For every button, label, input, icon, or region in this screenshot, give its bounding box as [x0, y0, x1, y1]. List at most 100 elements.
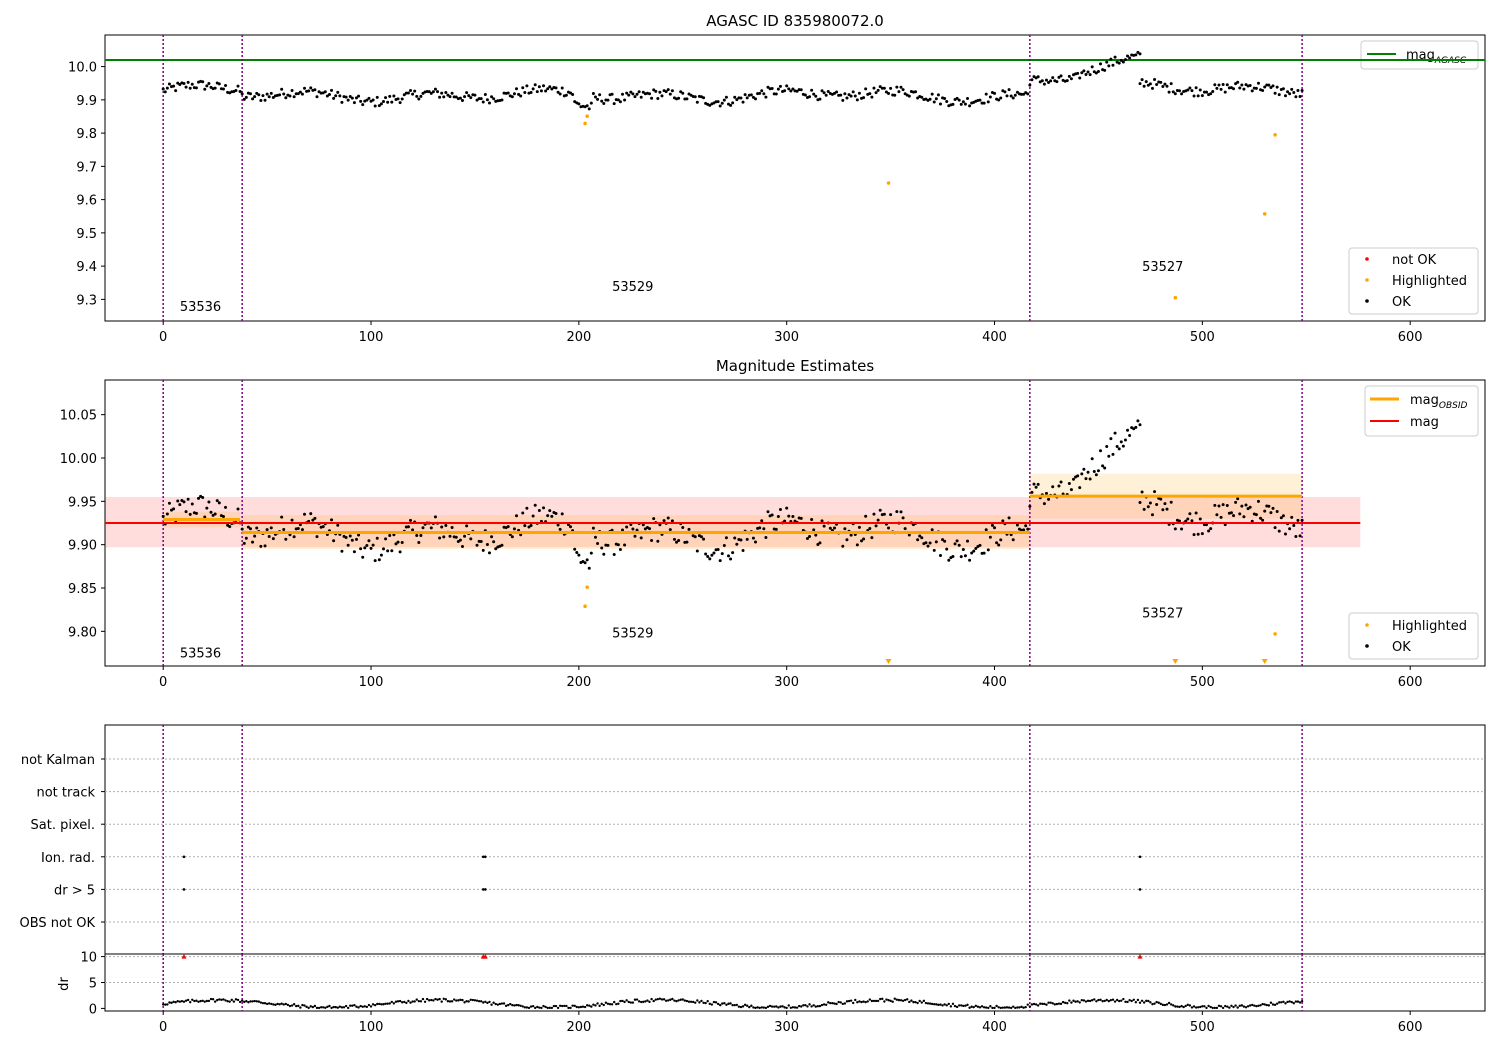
- ok-point: [384, 537, 388, 541]
- ok-point: [278, 93, 282, 97]
- ok-point: [1146, 505, 1150, 509]
- ok-point: [309, 86, 313, 90]
- ok-point: [381, 99, 385, 103]
- dr-point: [745, 1004, 749, 1007]
- ok-point: [1294, 534, 1298, 538]
- ok-point: [396, 540, 400, 544]
- legend-status: Highlighted OK: [1348, 612, 1479, 660]
- ok-point: [812, 92, 816, 96]
- dr-point: [238, 1000, 242, 1004]
- dr-point: [502, 1002, 506, 1005]
- ok-point: [938, 553, 942, 557]
- dr-point: [409, 1001, 412, 1004]
- ok-point: [409, 89, 413, 93]
- ok-point: [571, 92, 575, 96]
- ok-point: [442, 95, 446, 99]
- ok-point: [440, 525, 444, 529]
- ok-point: [666, 88, 670, 92]
- ok-point: [760, 89, 764, 93]
- ok-point: [259, 544, 263, 548]
- flag-point: [182, 888, 186, 891]
- dr-point: [623, 1000, 626, 1004]
- dr-point: [1176, 1005, 1179, 1008]
- ok-point: [421, 526, 425, 530]
- dr-point: [326, 1005, 329, 1009]
- ok-point: [1186, 88, 1190, 92]
- dr-point: [346, 1006, 350, 1010]
- ok-point: [338, 94, 342, 98]
- dr-point: [1022, 1006, 1025, 1009]
- dr-point: [1263, 1003, 1266, 1006]
- ok-point: [1144, 80, 1148, 84]
- dr-point: [315, 1006, 319, 1010]
- dr-point: [943, 1003, 946, 1006]
- ok-point: [968, 104, 972, 108]
- dr-point: [754, 1006, 757, 1010]
- dr-point: [405, 1001, 408, 1005]
- dr-point: [236, 998, 240, 1002]
- dr-point: [1140, 999, 1144, 1002]
- ok-point: [1271, 506, 1275, 510]
- dr-point: [280, 1002, 283, 1005]
- dr-point: [1118, 999, 1121, 1003]
- dr-point: [874, 999, 878, 1003]
- dr-point: [484, 1000, 487, 1003]
- dr-point: [1167, 1001, 1171, 1005]
- dr-point: [243, 1000, 246, 1004]
- ok-point: [334, 94, 338, 98]
- ok-point: [824, 93, 828, 97]
- y-tick-label: 9.85: [68, 582, 97, 597]
- ok-point: [1078, 76, 1082, 80]
- panel-flags: not Kalman not track Sat. pixel. Ion. rad. d…: [20, 724, 1486, 955]
- ok-point: [224, 84, 228, 88]
- dr-point: [777, 1006, 780, 1009]
- ok-point: [1113, 431, 1117, 435]
- ok-point: [194, 86, 198, 90]
- ok-point: [799, 516, 803, 520]
- ok-point: [554, 86, 558, 90]
- ok-point: [1086, 470, 1090, 474]
- ok-point: [951, 554, 955, 558]
- dr-point: [827, 1001, 830, 1004]
- ok-point: [259, 99, 263, 103]
- ok-point: [1119, 58, 1123, 62]
- dr-point: [1203, 1005, 1206, 1008]
- ok-point: [1134, 53, 1138, 57]
- ok-point: [446, 93, 450, 97]
- dr-point: [1151, 1002, 1154, 1006]
- dr-point: [1269, 1001, 1273, 1004]
- dr-point: [635, 998, 639, 1001]
- ok-point: [641, 523, 645, 527]
- ok-point: [758, 526, 762, 530]
- dr-point: [1209, 1005, 1212, 1009]
- x-tick-label: 500: [1190, 1020, 1215, 1035]
- dr-point: [727, 1002, 730, 1005]
- dr-point: [914, 1000, 917, 1004]
- ok-point: [525, 84, 529, 88]
- dr-point: [1286, 1000, 1289, 1004]
- y-tick-label: 9.9: [76, 94, 97, 109]
- dr-point: [182, 1000, 186, 1003]
- dr-point: [937, 1003, 940, 1007]
- dr-point: [964, 1004, 967, 1007]
- dr-point: [640, 1000, 643, 1004]
- ok-point: [384, 96, 388, 100]
- ok-point: [938, 102, 942, 106]
- ok-point: [868, 92, 872, 96]
- ok-point: [677, 538, 681, 542]
- ok-point: [271, 96, 275, 100]
- ok-point: [664, 90, 668, 94]
- dr-point: [1265, 1003, 1268, 1007]
- ok-point: [708, 557, 712, 561]
- ok-point: [427, 90, 431, 94]
- dr-point: [259, 1001, 263, 1004]
- dr-point: [278, 1003, 281, 1006]
- ok-point: [1103, 466, 1107, 470]
- ok-point: [947, 558, 951, 562]
- dr-point: [1224, 1004, 1227, 1008]
- dr-point: [592, 1003, 595, 1006]
- dr-point: [247, 1001, 250, 1004]
- dr-point: [764, 1006, 768, 1010]
- ok-point: [631, 527, 635, 531]
- ok-point: [812, 528, 816, 532]
